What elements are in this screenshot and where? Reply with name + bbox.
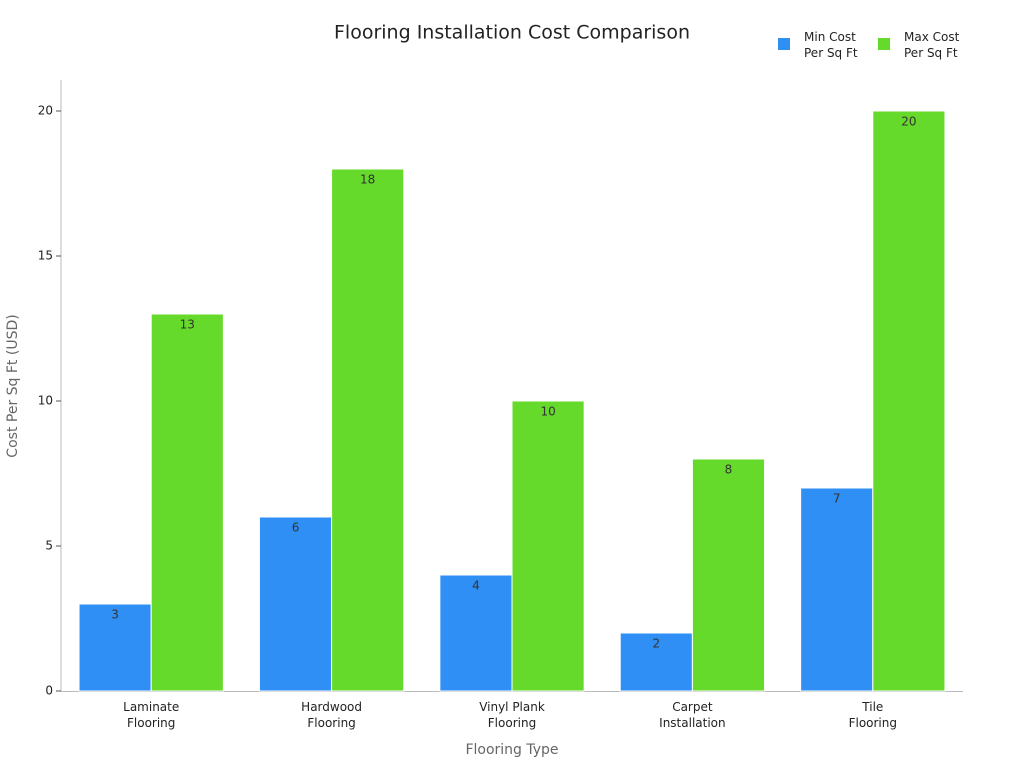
x-tick-label: Tile Flooring — [849, 700, 897, 730]
x-tick-label: Hardwood Flooring — [301, 700, 362, 730]
y-tick-label: 10 — [38, 394, 53, 408]
legend-swatch — [878, 38, 890, 50]
legend-label: Max Cost Per Sq Ft — [904, 30, 960, 60]
bar — [872, 110, 946, 692]
value-label: 2 — [652, 637, 660, 651]
value-label: 7 — [833, 492, 841, 506]
bar — [619, 632, 693, 692]
value-label: 10 — [540, 405, 555, 419]
bar — [258, 516, 333, 692]
x-axis-label: Flooring Type — [465, 742, 558, 758]
x-tick-label: Vinyl Plank Flooring — [479, 700, 545, 730]
y-tick-label: 0 — [45, 684, 53, 698]
value-label: 4 — [472, 579, 480, 593]
value-label: 13 — [180, 318, 195, 332]
bar — [800, 487, 874, 692]
x-tick-label: Carpet Installation — [659, 700, 725, 730]
bar — [78, 603, 152, 692]
y-tick-label: 15 — [38, 249, 53, 263]
bar — [331, 168, 405, 692]
bar — [691, 458, 766, 692]
y-tick-label: 20 — [38, 104, 53, 118]
y-axis-label: Cost Per Sq Ft (USD) — [5, 314, 21, 457]
chart-title: Flooring Installation Cost Comparison — [334, 22, 690, 44]
value-label: 20 — [901, 115, 916, 129]
bar — [150, 313, 224, 692]
y-tick-label: 5 — [45, 539, 53, 553]
x-tick-label: Laminate Flooring — [123, 700, 179, 730]
legend-swatch — [778, 38, 790, 50]
value-label: 3 — [111, 608, 119, 622]
bar — [511, 400, 585, 692]
value-label: 18 — [360, 173, 375, 187]
value-label: 8 — [725, 463, 733, 477]
bar — [439, 574, 513, 692]
value-label: 6 — [292, 521, 300, 535]
legend-label: Min Cost Per Sq Ft — [804, 30, 858, 60]
